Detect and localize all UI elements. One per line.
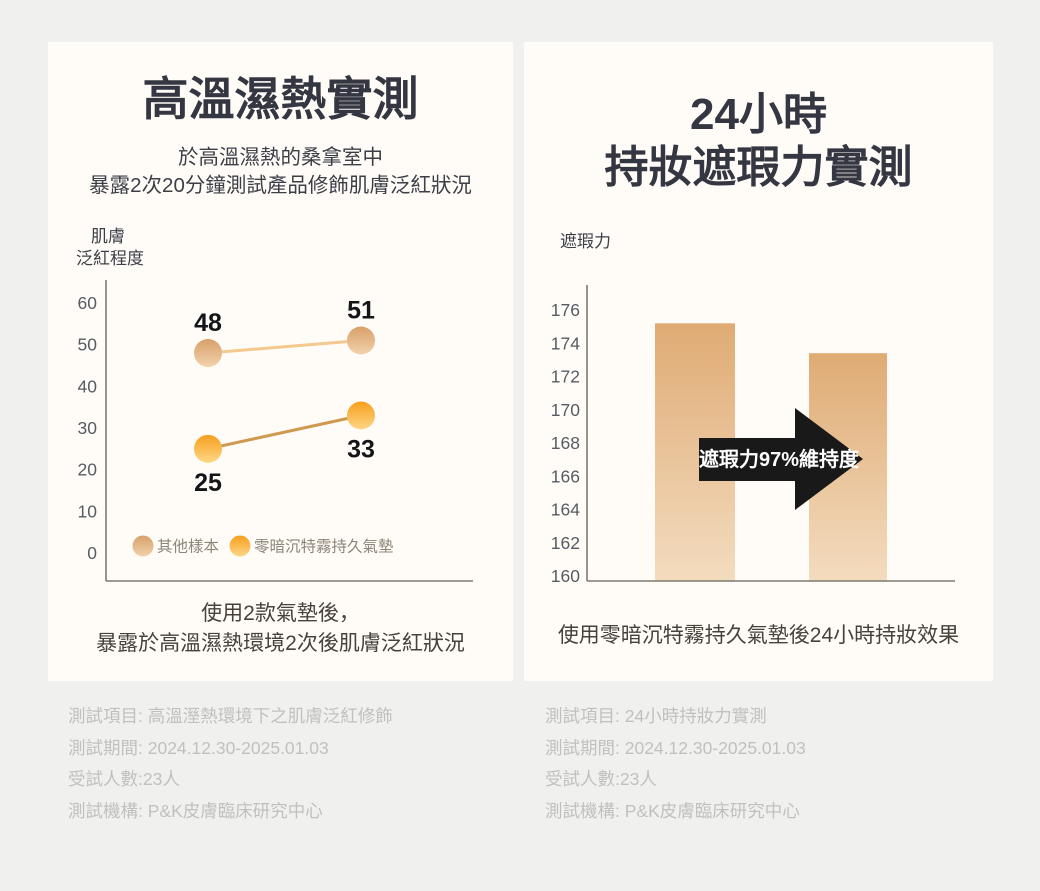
test-info-left-item: 受試人數:23人 xyxy=(68,769,180,789)
test-info-right-item: 測試項目: 24小時持妝力實測 xyxy=(545,706,767,726)
redness-axis-title: 肌膚 泛紅程度 xyxy=(76,226,144,270)
svg-text:51: 51 xyxy=(347,297,375,325)
heat-test-caption-line2: 暴露於高溫濕熱環境2次後肌膚泛紅狀況 xyxy=(96,632,465,655)
maintenance-arrow-label: 遮瑕力97%維持度 xyxy=(699,447,860,471)
heat-test-subtitle: 於高溫濕熱的桑拿室中 暴露2次20分鐘測試產品修飾肌膚泛紅狀況 xyxy=(48,144,513,200)
heat-test-panel: 高溫濕熱實測 於高溫濕熱的桑拿室中 暴露2次20分鐘測試產品修飾肌膚泛紅狀況 肌… xyxy=(48,42,513,681)
heat-test-title: 高溫濕熱實測 xyxy=(142,73,419,125)
svg-text:174: 174 xyxy=(551,333,580,353)
coverage-test-caption: 使用零暗沉特霧持久氣墊後24小時持妝效果 xyxy=(557,624,960,647)
coverage-test-title: 24小時 持妝遮瑕力實測 xyxy=(524,88,993,194)
test-info-right: 測試項目: 24小時持妝力實測 測試期間: 2024.12.30-2025.01… xyxy=(545,701,806,827)
test-info-right-item: 受試人數:23人 xyxy=(545,769,657,789)
maintenance-arrow xyxy=(699,408,863,510)
svg-text:176: 176 xyxy=(551,300,580,320)
test-info-left-item: 測試項目: 高溫溼熱環境下之肌膚泛紅修飾 xyxy=(68,706,393,726)
svg-text:162: 162 xyxy=(551,533,580,553)
svg-text:25: 25 xyxy=(194,469,222,497)
svg-text:20: 20 xyxy=(78,460,98,480)
test-info-right-item: 測試機構: P&K皮膚臨床研究中心 xyxy=(545,800,800,821)
heat-test-caption-line1: 使用2款氣墊後， xyxy=(201,602,360,625)
redness-axis-title-line2: 泛紅程度 xyxy=(76,249,144,268)
coverage-bar-chart: 176 174 172 170 168 166 164 162 160 遮瑕力97%維持度 xyxy=(551,285,955,586)
svg-text:30: 30 xyxy=(78,418,98,438)
svg-text:166: 166 xyxy=(551,466,580,486)
heat-test-subtitle-line2: 暴露2次20分鐘測試產品修飾肌膚泛紅狀況 xyxy=(89,174,472,197)
svg-text:172: 172 xyxy=(551,367,580,387)
coverage-test-panel: 24小時 持妝遮瑕力實測 遮瑕力 176 174 172 170 168 166 164 16… xyxy=(524,42,993,681)
test-info-left: 測試項目: 高溫溼熱環境下之肌膚泛紅修飾 測試期間: 2024.12.30-20… xyxy=(68,701,393,827)
redness-line-chart: 60 50 40 30 20 10 0 48 51 25 33 其他樣本 零暗沉特霧持久氣墊 xyxy=(78,280,473,582)
redness-axis-title-line1: 肌膚 xyxy=(91,227,125,246)
svg-text:10: 10 xyxy=(78,501,98,521)
svg-text:60: 60 xyxy=(78,293,98,313)
svg-text:33: 33 xyxy=(347,436,375,464)
svg-text:160: 160 xyxy=(551,566,580,586)
coverage-test-title-line2: 持妝遮瑕力實測 xyxy=(604,143,913,192)
heat-test-caption: 使用2款氣墊後， 暴露於高溫濕熱環境2次後肌膚泛紅狀況 xyxy=(48,599,513,659)
svg-text:0: 0 xyxy=(87,543,97,563)
test-info-left-item: 測試機構: P&K皮膚臨床研究中心 xyxy=(68,800,323,821)
svg-text:其他樣本: 其他樣本 xyxy=(157,538,219,556)
svg-text:50: 50 xyxy=(78,335,98,355)
coverage-axis-title: 遮瑕力 xyxy=(560,232,611,251)
coverage-test-title-line1: 24小時 xyxy=(690,90,827,139)
svg-text:40: 40 xyxy=(78,376,98,396)
svg-text:168: 168 xyxy=(551,433,580,453)
svg-text:164: 164 xyxy=(551,500,580,520)
test-info-left-item: 測試期間: 2024.12.30-2025.01.03 xyxy=(68,737,329,758)
svg-text:零暗沉特霧持久氣墊: 零暗沉特霧持久氣墊 xyxy=(254,538,394,556)
test-info-right-item: 測試期間: 2024.12.30-2025.01.03 xyxy=(545,737,806,758)
svg-text:48: 48 xyxy=(194,309,222,337)
heat-test-subtitle-line1: 於高溫濕熱的桑拿室中 xyxy=(178,146,383,169)
svg-text:170: 170 xyxy=(551,400,580,420)
